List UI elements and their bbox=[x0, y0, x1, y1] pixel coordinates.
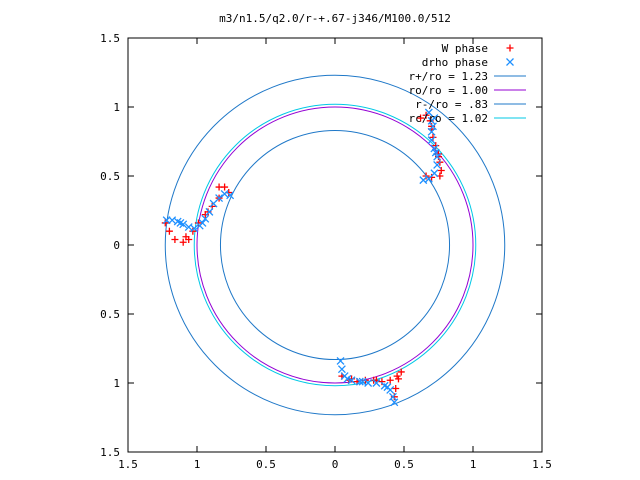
data-point bbox=[435, 153, 442, 161]
data-point bbox=[198, 218, 207, 227]
data-point bbox=[390, 393, 398, 401]
data-point bbox=[171, 235, 179, 243]
data-point bbox=[209, 199, 218, 208]
data-point bbox=[189, 227, 197, 235]
radius-circle bbox=[193, 103, 477, 387]
data-point bbox=[182, 233, 190, 241]
data-point bbox=[383, 383, 392, 392]
data-point bbox=[390, 398, 399, 407]
data-point bbox=[337, 365, 346, 374]
legend-label: ro/ro = 1.00 bbox=[409, 84, 488, 97]
data-point bbox=[358, 377, 367, 386]
data-point bbox=[394, 375, 402, 383]
x-tick-label: 0.5 bbox=[394, 458, 414, 471]
y-tick-label: 1.5 bbox=[100, 446, 120, 459]
radius-circle bbox=[196, 106, 474, 384]
legend-marker bbox=[506, 58, 514, 66]
y-tick-label: 0.5 bbox=[100, 308, 120, 321]
data-point bbox=[204, 208, 212, 216]
data-point bbox=[430, 114, 439, 122]
radius-circle bbox=[219, 129, 451, 361]
data-point bbox=[194, 219, 202, 227]
radius-circle bbox=[164, 74, 506, 416]
data-point bbox=[184, 223, 193, 232]
y-tick-label: 0 bbox=[113, 239, 120, 252]
data-point bbox=[427, 136, 436, 145]
x-tick-label: 0 bbox=[332, 458, 339, 471]
legend-label: rc/ro = 1.02 bbox=[409, 112, 488, 125]
legend-label: r-/ro = .83 bbox=[415, 98, 488, 111]
point-series bbox=[161, 111, 445, 401]
y-tick-label: 1 bbox=[113, 101, 120, 114]
point-series bbox=[162, 108, 442, 407]
data-point bbox=[417, 114, 425, 122]
data-point bbox=[419, 176, 428, 185]
data-point bbox=[397, 368, 405, 376]
y-tick-label: 1.5 bbox=[100, 32, 120, 45]
reference-circles bbox=[164, 74, 506, 416]
axis-ticks: 1.5 1 0.5 0 0.5 1 1.51.510.500.511.5 bbox=[100, 32, 552, 471]
data-point bbox=[372, 379, 381, 387]
data-point bbox=[220, 189, 229, 198]
chart-title: m3/n1.5/q2.0/r-+.67-j346/M100.0/512 bbox=[219, 12, 451, 25]
x-tick-label: 0.5 bbox=[256, 458, 276, 471]
data-point bbox=[433, 161, 442, 169]
data-point bbox=[165, 227, 173, 235]
data-point bbox=[343, 374, 352, 383]
x-tick-label: 1.5 bbox=[118, 458, 138, 471]
x-tick-label: 1.5 bbox=[532, 458, 552, 471]
data-point bbox=[176, 218, 185, 227]
data-point bbox=[201, 214, 210, 223]
data-point bbox=[432, 142, 440, 150]
data-point bbox=[428, 173, 436, 181]
data-point bbox=[205, 207, 214, 216]
data-point bbox=[162, 216, 171, 225]
data-point bbox=[355, 377, 364, 386]
data-point bbox=[428, 122, 436, 130]
data-point bbox=[179, 238, 187, 246]
y-tick-label: 0.5 bbox=[100, 170, 120, 183]
x-tick-label: 1 bbox=[194, 458, 201, 471]
legend-label: r+/ro = 1.23 bbox=[409, 70, 488, 83]
data-point bbox=[429, 122, 437, 131]
data-point bbox=[348, 375, 356, 383]
data-point bbox=[378, 378, 386, 386]
data-point bbox=[386, 376, 394, 384]
legend-label: drho phase bbox=[422, 56, 488, 69]
y-tick-label: 1 bbox=[113, 377, 120, 390]
legend-marker bbox=[506, 44, 514, 52]
data-point bbox=[431, 148, 440, 157]
phase-points bbox=[161, 108, 445, 407]
data-point bbox=[221, 183, 229, 191]
data-point bbox=[429, 133, 437, 141]
data-point bbox=[161, 219, 169, 227]
data-point bbox=[437, 166, 445, 174]
data-point bbox=[336, 356, 345, 365]
data-point bbox=[392, 385, 400, 393]
legend-label: W phase bbox=[442, 42, 488, 55]
x-tick-label: 1 bbox=[470, 458, 477, 471]
